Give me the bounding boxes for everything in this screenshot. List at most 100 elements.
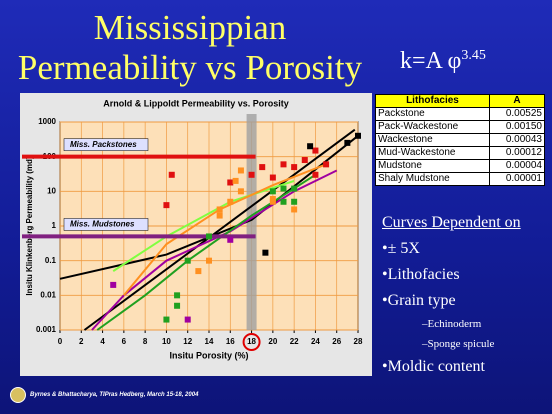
x-tick-label: 16: [226, 337, 235, 346]
x-tick-label: 8: [143, 337, 148, 346]
reference-label: Miss. Mudstones: [70, 220, 135, 229]
table-row: Pack-Wackestone 0.00150: [375, 120, 546, 134]
reference-label: Miss. Packstones: [70, 140, 137, 149]
bullet: Echinoderm: [382, 314, 521, 334]
data-point: [216, 206, 223, 213]
data-point: [269, 196, 276, 203]
data-point: [312, 171, 319, 178]
formula-lhs: k=A: [400, 48, 442, 74]
trend-line: [83, 128, 356, 331]
data-point: [184, 316, 191, 323]
data-point: [232, 177, 239, 184]
data-point: [168, 171, 175, 178]
trend-line: [91, 169, 338, 331]
bullet: Moldic content: [382, 354, 521, 380]
chart-title: Arnold & Lippoldt Permeability vs. Poros…: [103, 98, 289, 108]
y-tick-label: 0.001: [36, 325, 57, 334]
formula-symbol: φ: [447, 48, 462, 74]
table-row: Packstone 0.00525: [375, 107, 546, 121]
data-point: [269, 188, 276, 195]
data-point: [312, 147, 319, 154]
logo: [10, 387, 26, 403]
data-point: [280, 198, 287, 205]
reference-label-box: [63, 218, 149, 231]
x-tick-label: 14: [205, 337, 214, 346]
x-tick-label: 4: [100, 337, 105, 346]
highlight-band: [246, 114, 257, 330]
x-tick-label: 10: [162, 337, 171, 346]
data-point: [291, 164, 298, 171]
data-point: [163, 202, 170, 209]
data-point: [280, 185, 287, 192]
table-cell: Mud-Wackestone: [375, 146, 490, 160]
x-tick-label: 0: [58, 337, 63, 346]
x-tick-label: 20: [268, 337, 277, 346]
table-cell: 0.00043: [488, 133, 546, 147]
data-point: [291, 185, 298, 192]
table-header-row: Lithofacies A: [375, 94, 546, 108]
data-point: [110, 281, 117, 288]
y-tick-label: 0.1: [45, 256, 57, 265]
formula: k=A φ3.45: [400, 48, 486, 75]
x-tick-label: 6: [122, 337, 127, 346]
data-point: [206, 233, 212, 240]
data-point: [174, 292, 181, 299]
data-point: [280, 161, 287, 168]
table-row: Shaly Mudstone 0.00001: [375, 172, 546, 186]
x-tick-label: 26: [332, 337, 341, 346]
y-tick-label: 1000: [38, 117, 56, 126]
x-tick-label: 2: [79, 337, 84, 346]
table-cell: 0.00001: [488, 172, 546, 186]
x-tick-label: 24: [311, 337, 320, 346]
data-point: [206, 257, 212, 264]
bullet: ± 5X: [382, 236, 521, 262]
x-tick-label: 12: [183, 337, 192, 346]
slide-title-line: Mississippian: [93, 8, 287, 47]
data-point: [259, 164, 266, 171]
data-point: [174, 302, 181, 309]
y-tick-label: 1: [52, 221, 57, 230]
bullet: Sponge spicule: [382, 334, 521, 354]
data-point: [291, 198, 298, 205]
trend-line: [112, 179, 295, 272]
x-tick-label: 18: [247, 337, 256, 346]
data-point: [237, 188, 244, 195]
lithofacies-table: Lithofacies A Packstone 0.00525 Pack-Wackest…: [375, 94, 546, 186]
data-point: [216, 212, 223, 219]
data-point: [248, 171, 255, 178]
x-axis-label: Insitu Porosity (%): [169, 350, 248, 360]
table-cell: 0.00525: [488, 107, 546, 121]
data-point: [237, 167, 244, 174]
x-tick-label: 28: [354, 337, 363, 346]
data-point: [269, 174, 276, 181]
footer: Byrnes & Bhattacharya, TIPras Hedberg, M…: [30, 392, 199, 398]
data-point: [262, 249, 269, 256]
bullet-list: Curves Dependent on ± 5XLithofaciesGrain …: [382, 210, 521, 380]
formula-exponent: 3.45: [461, 48, 486, 63]
x-tick-label: 22: [290, 337, 299, 346]
y-axis-label: Insitu Klinkenberg Permeability (md): [25, 156, 34, 295]
highlight-circle: [242, 333, 261, 351]
data-point: [163, 316, 170, 323]
data-point: [227, 236, 234, 243]
table-row: Mud-Wackestone 0.00012: [375, 146, 546, 160]
data-point: [344, 139, 351, 146]
data-point: [301, 157, 308, 164]
table-header-cell: A: [488, 94, 546, 108]
data-point: [291, 206, 298, 213]
y-tick-label: 10: [47, 186, 56, 195]
data-point: [307, 143, 314, 150]
data-point: [323, 161, 330, 168]
data-point: [227, 179, 234, 186]
y-tick-label: 0.01: [40, 290, 56, 299]
data-point: [195, 268, 202, 275]
table-cell: 0.00150: [488, 120, 546, 134]
data-point: [227, 198, 234, 205]
table-cell: 0.00004: [488, 159, 546, 173]
reference-label-box: [63, 138, 149, 151]
bullet: Grain type: [382, 288, 521, 314]
bullet: Lithofacies: [382, 262, 521, 288]
data-point: [355, 132, 361, 139]
slide-title-line: Permeability vs Porosity: [17, 48, 363, 87]
